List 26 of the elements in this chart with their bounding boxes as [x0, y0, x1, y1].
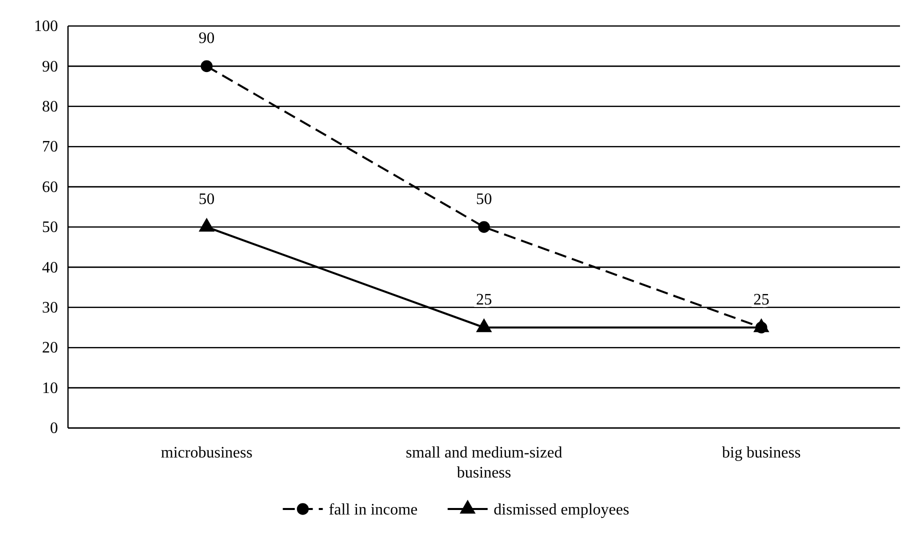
y-tick-label: 10	[42, 380, 58, 397]
y-tick-label: 30	[42, 300, 58, 317]
data-label: 50	[198, 191, 215, 208]
y-tick-label: 0	[50, 420, 58, 438]
point	[198, 218, 215, 232]
y-tick-label: 100	[34, 18, 58, 36]
y-tick-label: 20	[42, 340, 58, 357]
y-tick-label: 50	[42, 219, 58, 236]
y-tick-label: 70	[42, 138, 58, 156]
point	[476, 318, 492, 332]
legend-label: fall in income	[328, 502, 418, 519]
y-tick-label: 40	[42, 259, 58, 276]
data-label: 90	[198, 30, 215, 48]
data-label: 50	[476, 191, 492, 208]
data-label: 25	[753, 292, 770, 308]
x-tick-label: big business	[722, 444, 801, 462]
y-tick-label: 60	[42, 178, 58, 196]
y-tick-label: 90	[42, 58, 58, 76]
x-tick-label: small and medium-sized business	[406, 444, 562, 482]
point	[478, 221, 490, 233]
legend-label: dismissed employees	[494, 502, 630, 519]
data-label: 25	[476, 292, 492, 308]
x-tick-label: microbusiness	[160, 444, 252, 462]
point	[200, 60, 213, 72]
y-tick-label: 80	[42, 98, 58, 116]
point	[753, 318, 770, 332]
